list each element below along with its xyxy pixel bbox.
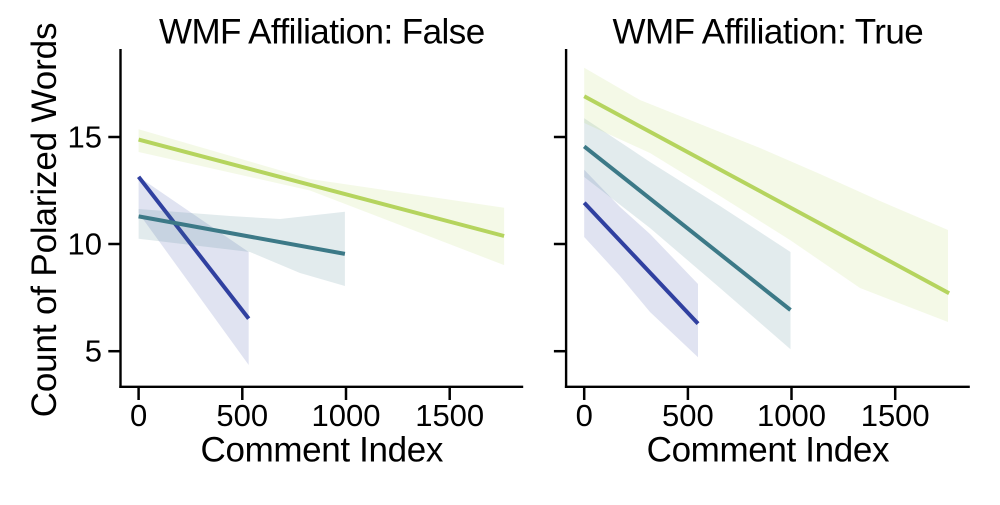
svg-text:Count of Polarized Words: Count of Polarized Words (25, 23, 64, 418)
svg-text:0: 0 (576, 398, 593, 433)
svg-text:Comment Index: Comment Index (201, 431, 444, 470)
svg-text:15: 15 (68, 120, 102, 155)
svg-text:1000: 1000 (757, 398, 826, 433)
svg-text:10: 10 (68, 227, 102, 262)
svg-text:1500: 1500 (415, 398, 484, 433)
svg-text:Comment Index: Comment Index (647, 431, 890, 470)
svg-text:500: 500 (662, 398, 714, 433)
svg-text:0: 0 (130, 398, 147, 433)
svg-text:WMF Affiliation: False: WMF Affiliation: False (159, 13, 485, 52)
svg-text:WMF Affiliation: True: WMF Affiliation: True (613, 13, 924, 52)
svg-text:500: 500 (216, 398, 268, 433)
svg-text:1500: 1500 (861, 398, 930, 433)
svg-text:5: 5 (85, 334, 102, 369)
svg-text:1000: 1000 (312, 398, 381, 433)
